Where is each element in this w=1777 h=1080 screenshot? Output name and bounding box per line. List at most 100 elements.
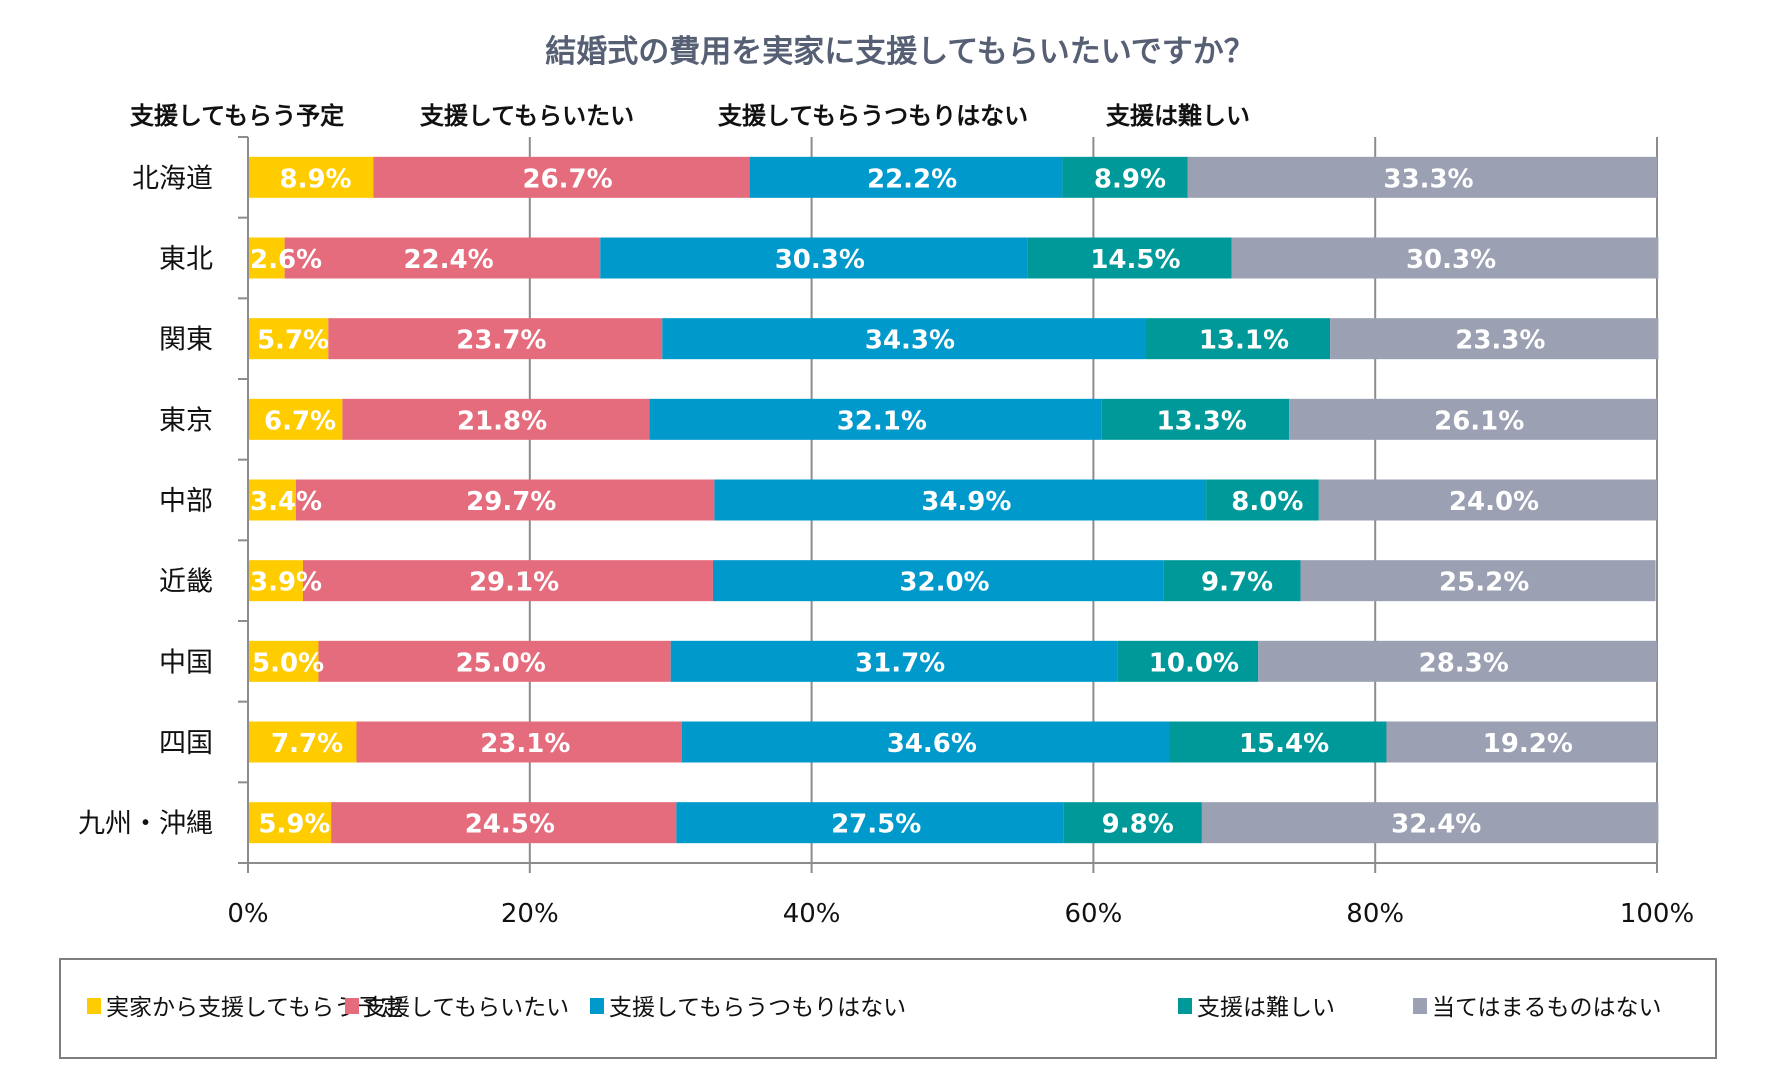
bar-segment bbox=[248, 479, 296, 521]
data-label: 33.3% bbox=[1383, 164, 1473, 194]
category-label: 北海道 bbox=[132, 163, 213, 194]
data-label: 8.9% bbox=[280, 164, 352, 194]
legend-swatch bbox=[590, 998, 604, 1014]
legend-swatch bbox=[345, 998, 359, 1014]
bar-segment bbox=[284, 237, 601, 279]
bar-segment bbox=[1231, 237, 1659, 279]
bar-segment bbox=[1101, 398, 1290, 440]
data-label: 9.8% bbox=[1102, 810, 1174, 840]
column-header: 支援してもらいたい bbox=[420, 102, 634, 130]
bar-segment bbox=[248, 398, 343, 440]
bar-segment bbox=[1187, 156, 1657, 198]
data-label: 28.3% bbox=[1419, 648, 1509, 678]
bar-segment bbox=[1062, 156, 1188, 198]
data-label: 26.1% bbox=[1434, 406, 1524, 436]
x-tick-labels: 0% 20% 40% 60% 80% 100% bbox=[227, 899, 1694, 929]
legend-label: 支援は難しい bbox=[1197, 995, 1335, 1021]
legend-swatch bbox=[1178, 998, 1192, 1014]
bar-segment bbox=[248, 560, 303, 602]
bar-segment bbox=[1206, 479, 1319, 521]
bar-segment bbox=[1318, 479, 1657, 521]
data-label: 27.5% bbox=[831, 810, 921, 840]
bar-segment bbox=[1145, 318, 1331, 360]
bar-segment bbox=[373, 156, 750, 198]
bar-segment bbox=[1386, 721, 1657, 763]
x-tick-label: 80% bbox=[1346, 899, 1404, 929]
bar-segment bbox=[1063, 802, 1202, 844]
category-label: 九州・沖縄 bbox=[78, 809, 213, 840]
data-label: 23.7% bbox=[456, 326, 546, 356]
bar-segment bbox=[331, 802, 677, 844]
x-tick-label: 0% bbox=[227, 899, 268, 929]
data-label: 32.0% bbox=[899, 568, 989, 598]
bars bbox=[248, 156, 1659, 844]
bar-segment bbox=[1258, 640, 1657, 682]
bar-segment bbox=[342, 398, 650, 440]
data-label: 3.4% bbox=[250, 487, 322, 517]
data-label: 8.9% bbox=[1094, 164, 1166, 194]
bar-segment bbox=[328, 318, 663, 360]
bar-segment bbox=[248, 156, 374, 198]
bar-segment bbox=[295, 479, 715, 521]
bar-segment bbox=[1300, 560, 1656, 602]
bar-segment bbox=[662, 318, 1146, 360]
category-label: 中部 bbox=[159, 486, 213, 517]
bar-segment bbox=[712, 560, 1164, 602]
bar-segment bbox=[248, 802, 332, 844]
axes bbox=[238, 136, 1658, 873]
bar-segment bbox=[302, 560, 713, 602]
bar-segment bbox=[681, 721, 1170, 763]
bar-segment bbox=[749, 156, 1063, 198]
category-label: 中国 bbox=[159, 647, 213, 678]
data-label: 21.8% bbox=[457, 406, 547, 436]
data-label: 5.9% bbox=[258, 810, 330, 840]
bar-segment bbox=[1330, 318, 1659, 360]
column-headers: 支援してもらう予定 支援してもらいたい 支援してもらうつもりはない 支援は難しい bbox=[130, 102, 1250, 130]
bar-segment bbox=[248, 318, 329, 360]
data-label: 31.7% bbox=[855, 648, 945, 678]
category-label: 近畿 bbox=[159, 567, 213, 598]
bar-segment bbox=[248, 640, 319, 682]
data-label: 32.1% bbox=[837, 406, 927, 436]
bar-segment bbox=[676, 802, 1064, 844]
data-label: 34.6% bbox=[887, 729, 977, 759]
data-label: 5.7% bbox=[257, 326, 329, 356]
legend-box bbox=[59, 958, 1717, 1059]
data-label: 30.3% bbox=[775, 245, 865, 275]
bar-segment bbox=[1163, 560, 1301, 602]
data-label: 7.7% bbox=[271, 729, 343, 759]
data-label: 19.2% bbox=[1483, 729, 1573, 759]
chart-title: 結婚式の費用を実家に支援してもらいたいですか？ bbox=[545, 34, 1255, 70]
bar-segment bbox=[1201, 802, 1659, 844]
bar-segment bbox=[714, 479, 1207, 521]
data-label: 30.3% bbox=[1406, 245, 1496, 275]
bar-segment bbox=[600, 237, 1028, 279]
bar-segment bbox=[356, 721, 682, 763]
data-label: 29.7% bbox=[466, 487, 556, 517]
data-label: 8.0% bbox=[1231, 487, 1303, 517]
legend-label: 支援してもらうつもりはない bbox=[609, 995, 906, 1021]
data-label: 15.4% bbox=[1239, 729, 1329, 759]
bar-segment bbox=[248, 237, 285, 279]
column-header: 支援してもらう予定 bbox=[130, 102, 344, 130]
data-label: 6.7% bbox=[264, 406, 336, 436]
data-label: 9.7% bbox=[1201, 568, 1273, 598]
x-tick-label: 20% bbox=[501, 899, 559, 929]
bar-segment bbox=[1289, 398, 1657, 440]
legend-swatch bbox=[87, 998, 101, 1014]
category-label: 関東 bbox=[159, 325, 213, 356]
data-label: 10.0% bbox=[1149, 648, 1239, 678]
data-label: 25.2% bbox=[1439, 568, 1529, 598]
category-label: 四国 bbox=[159, 728, 213, 759]
data-label: 13.1% bbox=[1199, 326, 1289, 356]
legend-swatch bbox=[1413, 998, 1427, 1014]
bar-segment bbox=[1027, 237, 1232, 279]
data-label: 22.2% bbox=[867, 164, 957, 194]
data-label: 24.5% bbox=[465, 810, 555, 840]
legend-label: 当てはまるものはない bbox=[1432, 995, 1662, 1021]
x-tick-label: 100% bbox=[1620, 899, 1694, 929]
data-label: 34.9% bbox=[921, 487, 1011, 517]
